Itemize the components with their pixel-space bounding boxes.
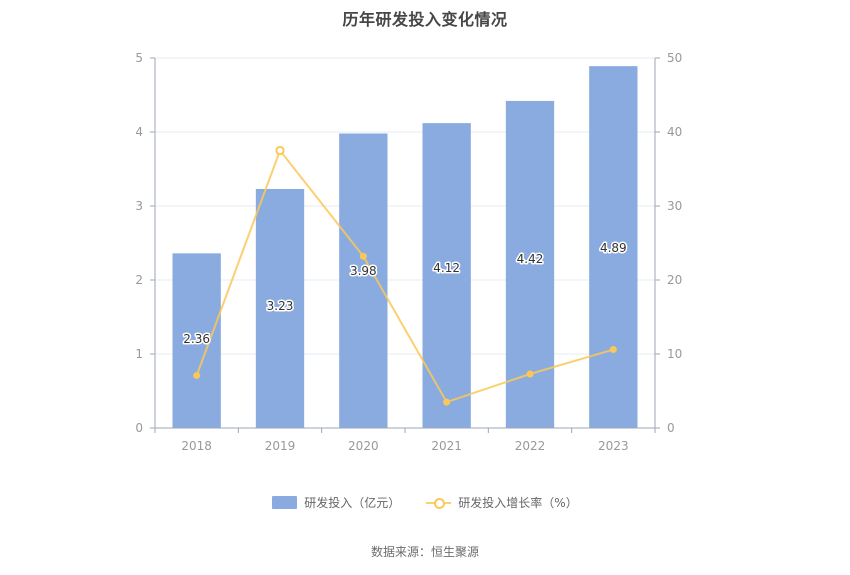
- legend-item-growth-rate[interactable]: 研发投入增长率（%）: [426, 494, 578, 511]
- bar-label-2022: 4.42: [517, 252, 544, 266]
- y-left-tick: 3: [135, 199, 143, 213]
- data-source-note: 数据来源：恒生聚源: [370, 545, 479, 559]
- gridlines: [155, 57, 655, 429]
- y-left-tick: 5: [135, 51, 143, 65]
- data-point-2023: [609, 346, 617, 354]
- x-tick-2023: 2023: [598, 439, 629, 453]
- page-title: 历年研发投入变化情况: [342, 10, 508, 29]
- y-left-tick: 2: [135, 273, 143, 287]
- x-axis: 2018 2019 2020 2021 2022 2023: [154, 427, 656, 453]
- y-right-tick: 0: [667, 421, 675, 435]
- bar-label-2021: 4.12: [433, 261, 460, 275]
- y-right-tick: 50: [667, 51, 682, 65]
- data-point-2019: [275, 145, 285, 156]
- data-point-2022: [526, 370, 534, 378]
- bar-value-labels: 2.36 3.23 3.98 4.12 4.42 4.89: [182, 240, 628, 348]
- bar-2023: [589, 66, 638, 428]
- bar-label-2023: 4.89: [600, 241, 627, 255]
- x-tick-2019: 2019: [265, 439, 296, 453]
- bar-swatch-icon: [272, 496, 298, 509]
- bar-2020: [339, 133, 388, 429]
- line-marker-icon: [426, 496, 452, 509]
- x-tick-2020: 2020: [348, 439, 379, 453]
- y-right-tick: 10: [667, 347, 682, 361]
- y-left-tick: 0: [135, 421, 143, 435]
- data-point-2021: [443, 398, 451, 406]
- x-tick-2021: 2021: [431, 439, 462, 453]
- chart-plot-area: 2.36 3.23 3.98 4.12 4.42 4.89 0 1 2 3 4 5 0 10 20 30 4…: [135, 51, 682, 453]
- line-series: [193, 145, 617, 406]
- y-right-tick: 30: [667, 199, 682, 213]
- legend-item-rd-investment[interactable]: 研发投入（亿元）: [272, 494, 400, 511]
- bar-label-2019: 3.23: [267, 299, 294, 313]
- chart-legend: 研发投入（亿元） 研发投入增长率（%）: [0, 494, 850, 511]
- legend-label-rd-investment: 研发投入（亿元）: [304, 496, 401, 510]
- bar-series: [172, 66, 638, 429]
- bar-2019: [255, 188, 305, 428]
- data-point-2018: [193, 371, 201, 379]
- data-point-2020: [359, 252, 367, 260]
- legend-label-growth-rate: 研发投入增长率（%）: [458, 496, 578, 510]
- y-axis-right: 0 10 20 30 40 50: [654, 51, 682, 435]
- bar-label-2018: 2.36: [183, 332, 210, 346]
- bar-label-2020: 3.98: [350, 264, 377, 278]
- y-right-tick: 20: [667, 273, 682, 287]
- bar-2021: [422, 123, 471, 429]
- y-axis-left: 0 1 2 3 4 5: [135, 51, 156, 435]
- x-tick-2018: 2018: [181, 439, 212, 453]
- y-left-tick: 4: [135, 125, 143, 139]
- x-tick-2022: 2022: [515, 439, 546, 453]
- y-left-tick: 1: [135, 347, 143, 361]
- y-right-tick: 40: [667, 125, 682, 139]
- bar-2018: [172, 253, 221, 428]
